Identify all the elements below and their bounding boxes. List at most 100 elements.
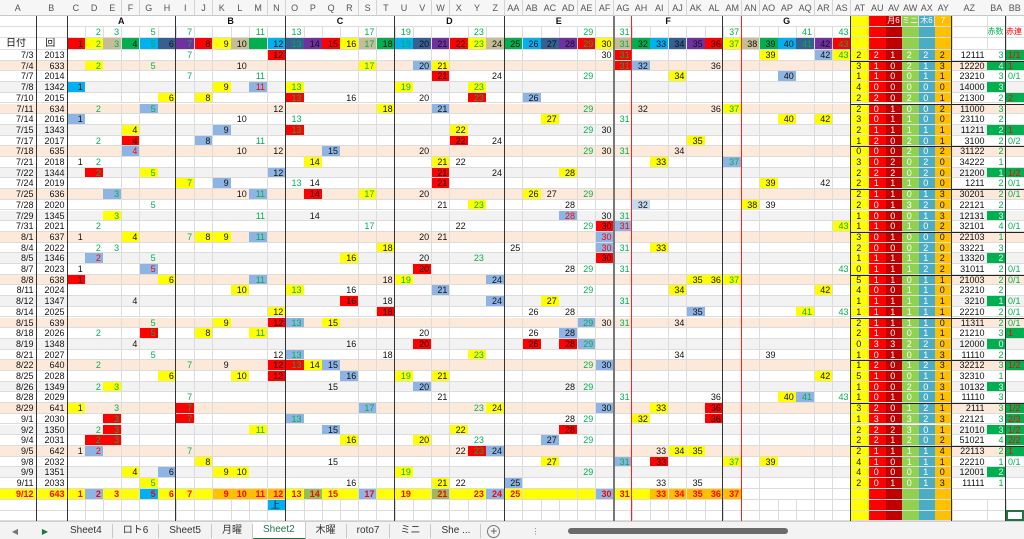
number-cell[interactable]: 30	[595, 253, 615, 264]
red-count-cell[interactable]: 3	[987, 392, 1007, 404]
cell[interactable]	[121, 413, 141, 425]
cell[interactable]	[632, 328, 651, 339]
cell[interactable]	[85, 199, 104, 211]
number-cell[interactable]: 12	[267, 349, 287, 361]
cell[interactable]	[832, 178, 852, 190]
cell[interactable]	[194, 371, 214, 382]
red-streak-cell[interactable]: 0/1	[1006, 317, 1024, 329]
cell[interactable]	[504, 413, 524, 425]
round-cell[interactable]: 640	[36, 360, 68, 371]
next-number-cell[interactable]: 31	[613, 488, 633, 500]
cell[interactable]	[395, 510, 414, 521]
cell[interactable]	[1006, 16, 1024, 27]
cell[interactable]	[340, 146, 360, 157]
cell[interactable]	[340, 349, 360, 361]
number-cell[interactable]: 31	[613, 456, 633, 468]
cell[interactable]	[686, 456, 706, 468]
cell[interactable]	[304, 285, 323, 297]
cell[interactable]	[796, 178, 816, 190]
cell[interactable]	[486, 231, 506, 243]
cell[interactable]	[778, 157, 797, 168]
cell[interactable]	[632, 338, 651, 350]
cell[interactable]	[522, 424, 542, 436]
stat-cell[interactable]: 1	[919, 478, 936, 489]
date-cell[interactable]: 7/18	[0, 146, 37, 157]
cell[interactable]	[613, 510, 633, 521]
cell[interactable]	[741, 135, 761, 147]
cell[interactable]	[686, 199, 706, 211]
round-cell[interactable]: 2014	[36, 71, 68, 83]
cell[interactable]	[522, 242, 542, 254]
cell[interactable]	[723, 435, 743, 446]
number-cell[interactable]: 36	[705, 103, 724, 115]
red-streak-cell[interactable]	[1006, 114, 1024, 125]
cell[interactable]	[139, 392, 159, 404]
cell[interactable]	[504, 71, 524, 83]
cell[interactable]	[705, 27, 724, 38]
round-cell[interactable]: 2032	[36, 456, 68, 468]
cell[interactable]	[158, 124, 177, 136]
cell[interactable]	[449, 264, 469, 275]
cell[interactable]	[285, 338, 305, 350]
cell[interactable]	[103, 338, 123, 350]
cell[interactable]	[468, 178, 487, 190]
cell[interactable]	[632, 114, 651, 125]
cell[interactable]	[176, 167, 196, 179]
cell[interactable]	[613, 413, 633, 425]
cell[interactable]	[814, 403, 834, 414]
cell[interactable]	[103, 221, 123, 232]
number-cell[interactable]: 24	[486, 296, 506, 307]
stat-cell[interactable]: 2	[919, 199, 936, 211]
cell[interactable]	[0, 510, 37, 521]
cell[interactable]	[650, 60, 670, 72]
cell[interactable]	[668, 296, 688, 307]
cell[interactable]	[632, 456, 651, 468]
cell[interactable]	[139, 274, 159, 286]
number-cell[interactable]: 5	[139, 253, 159, 264]
cell[interactable]	[613, 338, 633, 350]
stat-cell[interactable]: 4	[851, 456, 870, 468]
cell[interactable]	[814, 253, 834, 264]
stat-cell[interactable]: 1	[935, 403, 953, 414]
cell[interactable]	[668, 253, 688, 264]
cell[interactable]	[723, 253, 743, 264]
cell[interactable]	[741, 274, 761, 286]
cell[interactable]	[212, 60, 232, 72]
stat-cell[interactable]: 0	[869, 392, 887, 404]
cell[interactable]	[322, 82, 341, 93]
date-cell[interactable]: 8/11	[0, 285, 37, 297]
cell[interactable]	[340, 27, 360, 38]
stat-cell[interactable]: 1	[902, 456, 920, 468]
cell[interactable]	[212, 274, 232, 286]
cell[interactable]	[395, 317, 414, 329]
cell[interactable]	[322, 392, 341, 404]
cell[interactable]	[559, 274, 578, 286]
cell[interactable]	[778, 82, 797, 93]
red-count-cell[interactable]: 2	[987, 114, 1007, 125]
cell[interactable]	[249, 510, 269, 521]
cell[interactable]	[322, 338, 341, 350]
cell[interactable]	[395, 124, 414, 136]
cell[interactable]	[613, 371, 633, 382]
number-cell[interactable]: 1	[67, 403, 86, 414]
number-cell[interactable]: 39	[759, 456, 779, 468]
cell[interactable]	[778, 338, 797, 350]
date-cell[interactable]: 8/15	[0, 317, 37, 329]
cell[interactable]	[468, 114, 487, 125]
cell[interactable]	[249, 435, 269, 446]
cell[interactable]	[613, 71, 633, 83]
number-cell[interactable]: 33	[650, 456, 670, 468]
cell[interactable]	[468, 510, 487, 521]
cell[interactable]	[67, 210, 86, 222]
cell[interactable]	[632, 445, 651, 457]
cell[interactable]	[267, 510, 287, 521]
stat-cell[interactable]: 0	[869, 103, 887, 115]
cell[interactable]	[723, 242, 743, 254]
cell[interactable]	[231, 103, 250, 115]
number-cell[interactable]: 24	[486, 445, 506, 457]
cell[interactable]	[139, 467, 159, 478]
stat-cell[interactable]: 1	[886, 253, 903, 264]
cell[interactable]	[796, 231, 816, 243]
number-cell[interactable]: 9	[212, 178, 232, 190]
cell[interactable]	[814, 27, 834, 38]
